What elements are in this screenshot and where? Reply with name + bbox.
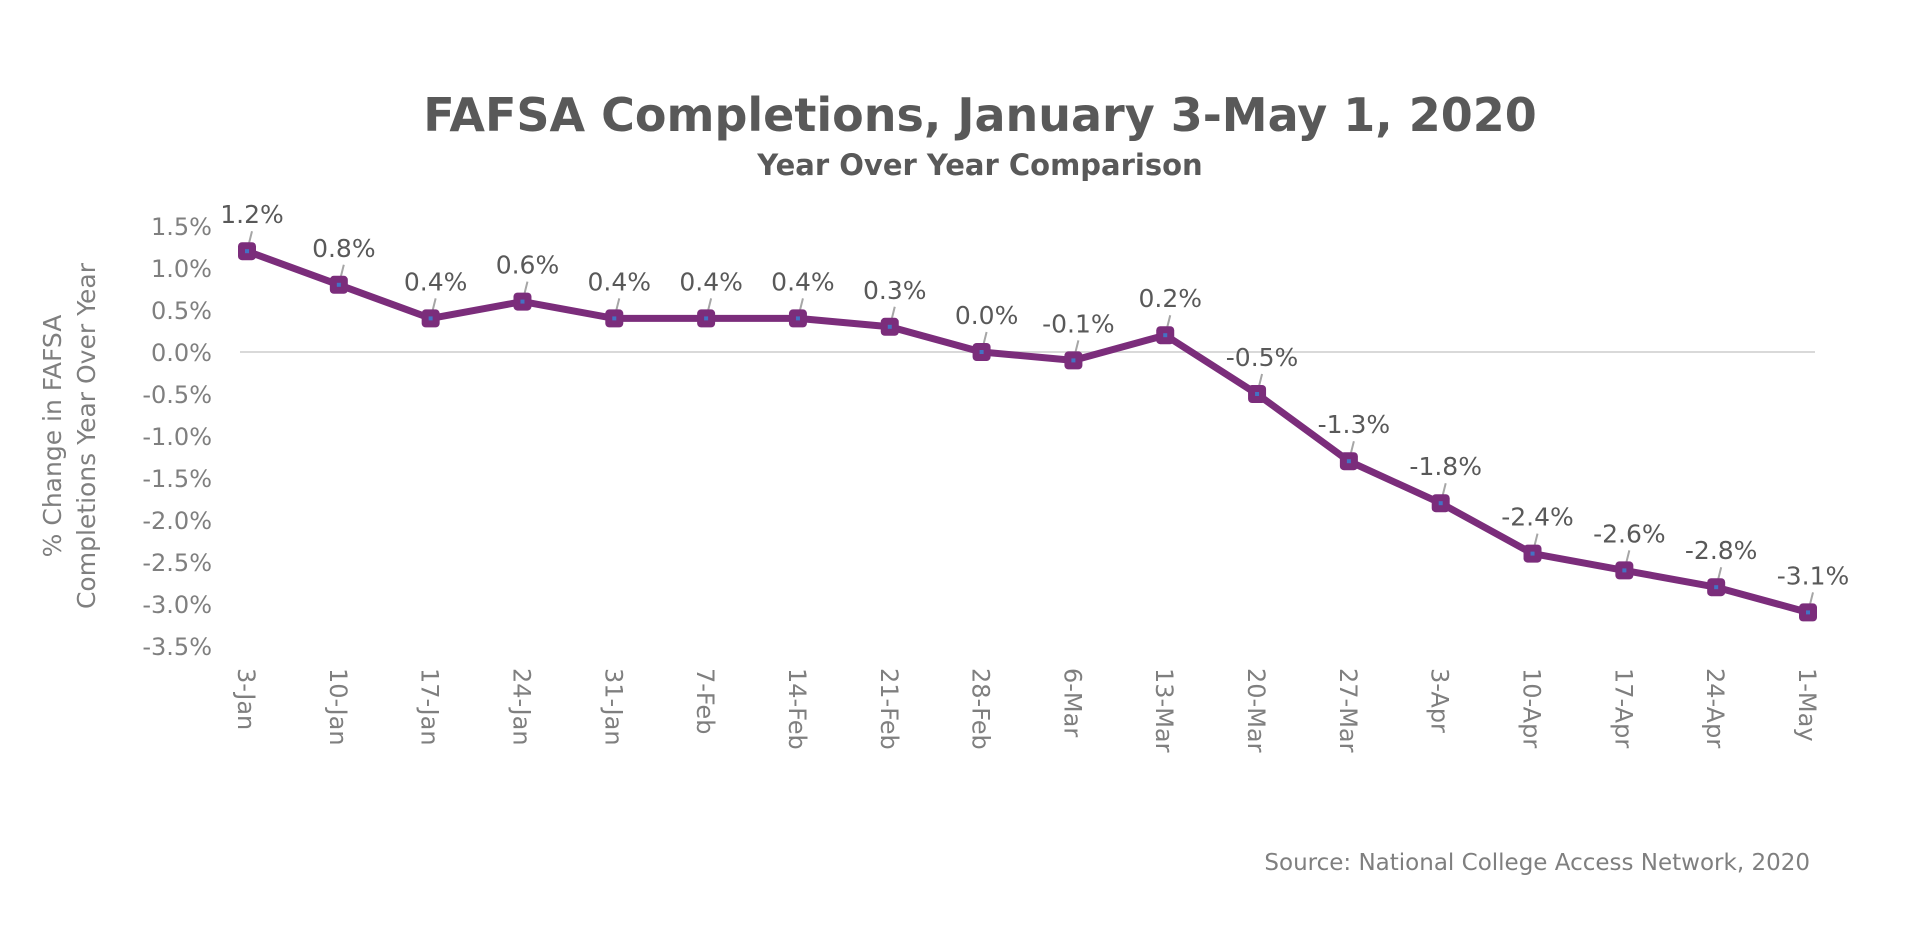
data-label: 0.4% xyxy=(588,267,652,296)
data-point-center xyxy=(1071,358,1076,363)
data-label: -0.5% xyxy=(1226,343,1299,372)
data-point-center xyxy=(979,350,984,354)
x-tick-label: 3-Apr xyxy=(1426,668,1454,733)
series-line xyxy=(245,247,1809,616)
data-label: 0.8% xyxy=(312,234,376,263)
data-point-center xyxy=(1806,610,1810,615)
data-point-center xyxy=(1346,459,1351,464)
y-tick-label: 1.0% xyxy=(151,255,212,283)
x-tick-label: 10-Jan xyxy=(324,668,352,746)
x-tick-label: 7-Feb xyxy=(691,668,719,734)
x-tick-label: 24-Apr xyxy=(1701,668,1729,748)
data-point-center xyxy=(704,316,709,321)
chart-title: FAFSA Completions, January 3-May 1, 2020 xyxy=(423,88,1537,142)
data-point-center xyxy=(887,324,892,329)
chart-subtitle: Year Over Year Comparison xyxy=(757,148,1203,182)
x-tick-label: 1-May xyxy=(1793,668,1821,742)
data-label: 1.2% xyxy=(220,200,284,229)
data-label: 0.3% xyxy=(863,276,927,305)
data-label: -2.4% xyxy=(1501,503,1574,532)
data-point-center xyxy=(612,316,617,321)
y-tick-label: -1.5% xyxy=(142,465,212,493)
data-label: 0.4% xyxy=(404,267,468,296)
x-tick-label: 6-Mar xyxy=(1058,668,1086,737)
data-label: -2.8% xyxy=(1685,536,1758,565)
y-tick-label: -3.5% xyxy=(142,633,212,661)
y-tick-label: 1.5% xyxy=(151,213,212,241)
data-label: -1.3% xyxy=(1318,410,1391,439)
x-tick-label: 28-Feb xyxy=(967,668,995,750)
x-tick-label: 17-Apr xyxy=(1609,668,1637,748)
data-label: 0.6% xyxy=(496,251,560,280)
y-tick-label: -2.5% xyxy=(142,549,212,577)
data-point-center xyxy=(428,316,433,321)
x-tick-label: 10-Apr xyxy=(1518,668,1546,748)
x-tick-label: 3-Jan xyxy=(232,668,260,730)
data-label: -2.6% xyxy=(1593,519,1666,548)
source-note: Source: National College Access Network,… xyxy=(1264,850,1810,876)
data-point-center xyxy=(795,316,800,321)
data-label: -3.1% xyxy=(1777,561,1850,590)
data-point-center xyxy=(1163,333,1168,338)
y-tick-label: -2.0% xyxy=(142,507,212,535)
y-tick-label: 0.0% xyxy=(151,339,212,367)
data-point-center xyxy=(245,249,249,254)
data-point-center xyxy=(520,299,525,304)
y-tick-label: -3.0% xyxy=(142,591,212,619)
data-point-center xyxy=(1438,501,1443,506)
data-label: 0.4% xyxy=(679,267,743,296)
x-tick-label: 31-Jan xyxy=(599,668,627,746)
data-label: 0.4% xyxy=(771,267,835,296)
data-label: -0.1% xyxy=(1042,309,1115,338)
x-tick-label: 20-Mar xyxy=(1242,668,1270,753)
x-tick-label: 21-Feb xyxy=(875,668,903,750)
x-tick-label: 13-Mar xyxy=(1150,668,1178,753)
data-point-center xyxy=(1530,551,1535,556)
y-tick-label: -0.5% xyxy=(142,381,212,409)
x-tick-label: 27-Mar xyxy=(1334,668,1362,753)
data-point-center xyxy=(1622,568,1627,573)
x-tick-label: 14-Feb xyxy=(783,668,811,750)
data-point-center xyxy=(1714,585,1719,590)
x-tick-label: 17-Jan xyxy=(416,668,444,746)
data-point-center xyxy=(1255,392,1260,396)
data-label: 0.2% xyxy=(1138,284,1202,313)
data-point-center xyxy=(336,282,341,287)
x-tick-label: 24-Jan xyxy=(507,668,535,746)
y-tick-label: 0.5% xyxy=(151,297,212,325)
data-label: 0.0% xyxy=(955,301,1019,330)
y-tick-label: -1.0% xyxy=(142,423,212,451)
data-label: -1.8% xyxy=(1409,452,1482,481)
